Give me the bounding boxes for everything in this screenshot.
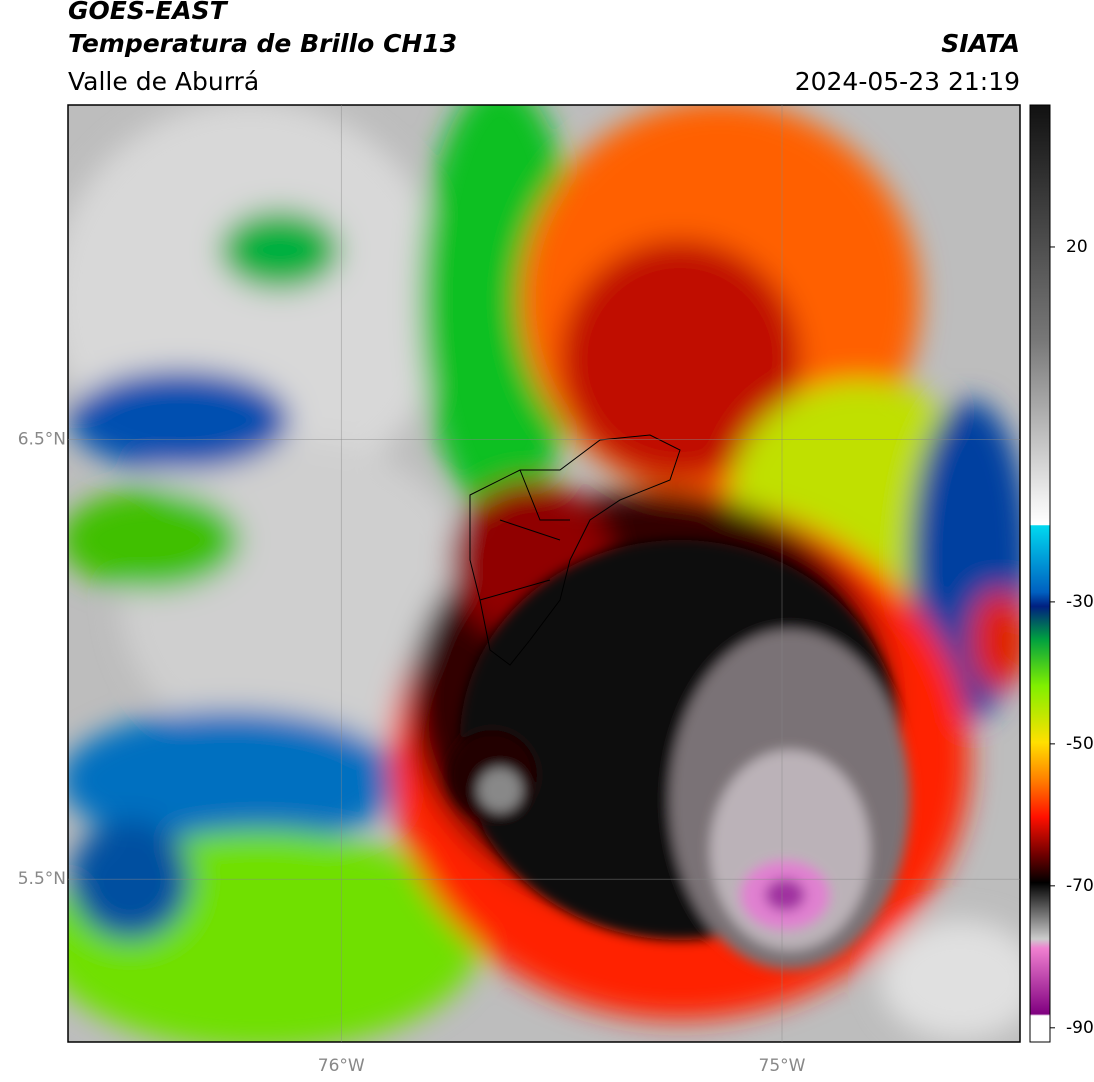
colorbar-tick-label: 20 [1066, 237, 1088, 257]
satellite-image [68, 105, 1020, 1042]
datetime: 2024-05-23 21:19 [795, 67, 1020, 96]
municipality-borders [469, 434, 681, 666]
lon-tick-label: 75°W [759, 1056, 806, 1076]
colorbar [1029, 104, 1051, 1043]
colorbar-tick-label: -90 [1066, 1018, 1094, 1038]
colorbar-tick-label: -70 [1066, 876, 1094, 896]
colorbar-tick-label: -30 [1066, 592, 1094, 612]
region: Valle de Aburrá [68, 67, 259, 96]
satellite: GOES-EAST [68, 0, 229, 25]
lon-tick-label: 76°W [318, 1056, 365, 1076]
colorbar-tick-label: -50 [1066, 734, 1094, 754]
map-frame [67, 104, 1021, 1043]
lat-tick-label: 5.5°N [18, 869, 66, 889]
lat-tick-label: 6.5°N [18, 429, 66, 449]
product: Temperatura de Brillo CH13 [68, 29, 457, 58]
source: SIATA [941, 29, 1020, 58]
